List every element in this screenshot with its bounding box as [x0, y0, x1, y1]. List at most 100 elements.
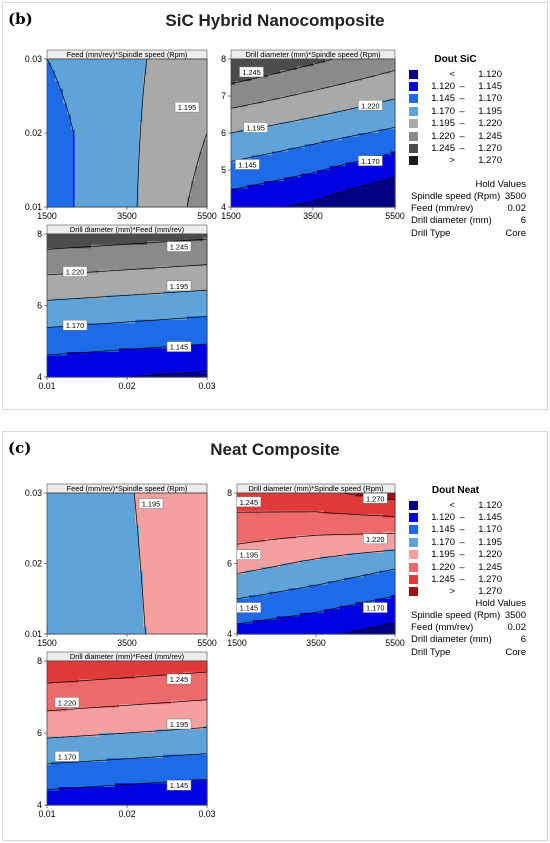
legend-range-low: 1.145 — [431, 93, 455, 105]
legend-swatch — [409, 562, 418, 572]
y-tick-label: 5 — [221, 165, 226, 175]
hold-row: Feed (mm/rev) 0.02 — [411, 203, 526, 215]
legend-range-dash — [455, 155, 469, 166]
contour-plot-feed-speed: Feed (mm/rev)*Spindle speed (Rpm) 1.195 15… — [25, 49, 217, 221]
legend-swatch — [409, 69, 418, 79]
panel-title: Neat Composite — [210, 440, 340, 459]
hold-value: Core — [505, 646, 526, 658]
contour-fill — [47, 493, 208, 635]
legend-range-high: 1.270 — [478, 574, 502, 586]
legend-range-low: 1.245 — [431, 574, 455, 586]
contour-label-box — [62, 319, 88, 331]
contour-label-box — [54, 751, 80, 762]
legend-row: >1.270 — [409, 586, 502, 598]
legend-row: 1.170– 1.195 — [409, 105, 502, 117]
y-tick-label: 6 — [221, 128, 226, 138]
legend-row: 1.220– 1.245 — [409, 561, 502, 573]
contour-label: 1.145 — [240, 604, 259, 613]
legend-range-dash: – — [459, 143, 465, 155]
contour-label: 1.195 — [246, 123, 265, 132]
contour-label: 1.245 — [240, 498, 259, 507]
hold-label: Drill diameter (mm) — [411, 215, 492, 227]
legend-range: 1.245– 1.270 — [422, 143, 502, 154]
legend-range-high: 1.270 — [478, 586, 502, 598]
plot-title: Drill diameter (mm)*Feed (mm/rev) — [70, 225, 184, 234]
contour-label: 1.195 — [170, 720, 189, 729]
hold-label: Drill diameter (mm) — [411, 634, 492, 646]
legend-row: 1.120– 1.145 — [409, 511, 502, 523]
contour-fill — [237, 493, 396, 635]
legend: Dout SiC <1.120 1.120–1.145 1.145–1.170 1.1… — [409, 54, 502, 167]
y-tick-label: 8 — [227, 488, 232, 498]
legend-range: 1.220– 1.245 — [422, 562, 502, 573]
y-tick-label: 4 — [37, 800, 42, 810]
legend-range-low: < — [449, 499, 455, 511]
legend-swatch — [409, 513, 418, 523]
x-tick-label: 5500 — [385, 211, 405, 221]
legend-range: 1.170– 1.195 — [422, 106, 502, 117]
y-tick-label: 0.01 — [25, 629, 42, 639]
hold-values-title: Hold Values — [475, 179, 526, 190]
contour-label-box — [166, 280, 192, 292]
legend-swatch — [409, 575, 418, 585]
contour-label-box — [358, 100, 383, 111]
hold-label: Feed (mm/rev) — [411, 203, 474, 215]
legend-range: 1.245– 1.270 — [422, 574, 502, 585]
legend-range-dash: – — [459, 105, 465, 117]
y-tick-label: 6 — [227, 559, 232, 569]
contour-label: 1.220 — [366, 535, 385, 544]
contour-label-box — [166, 341, 192, 352]
legend-title: Dout Neat — [431, 485, 480, 496]
contour-label: 1.145 — [170, 343, 189, 352]
legend-range: 1.145– 1.170 — [422, 93, 502, 104]
legend-range-dash: – — [459, 130, 465, 142]
panel-letter: (c) — [8, 439, 32, 457]
contour-label: 1.195 — [240, 551, 259, 560]
plot-title: Drill diameter (mm)*Spindle speed (Rpm) — [245, 50, 380, 59]
legend-range-low: 1.220 — [431, 130, 455, 142]
hold-row: Drill Type Core — [411, 228, 526, 240]
legend-range: 1.170– 1.195 — [422, 537, 502, 548]
contour-label: 1.170 — [66, 321, 85, 330]
contour-label-box — [166, 241, 192, 252]
y-tick-label: 7 — [221, 91, 226, 101]
legend-range-high: 1.270 — [478, 155, 502, 167]
contour-label-box — [236, 549, 262, 560]
contour-plot-diameter-speed: Drill diameter (mm)*Spindle speed (Rpm) 1… — [221, 49, 405, 221]
legend-swatch — [409, 500, 418, 510]
contour-label-box — [236, 496, 262, 508]
hold-values-title: Hold Values — [475, 598, 526, 609]
contour-label: 1.220 — [66, 268, 85, 277]
legend-range-dash: – — [459, 561, 465, 573]
y-tick-label: 8 — [221, 54, 226, 64]
x-tick-label: 5500 — [197, 211, 217, 221]
legend-range-dash: – — [459, 549, 465, 561]
hold-value: 0.02 — [507, 203, 527, 215]
contour-label: 1.245 — [170, 243, 189, 252]
y-tick-label: 8 — [37, 229, 42, 239]
hold-row: Drill diameter (mm) 6 — [411, 634, 526, 646]
y-tick-label: 4 — [227, 629, 232, 639]
contour-label: 1.170 — [366, 604, 385, 613]
panel-title: SiC Hybrid Nanocomposite — [165, 11, 385, 30]
x-tick-label: 0.02 — [118, 809, 135, 819]
contour-label: 1.170 — [58, 752, 77, 761]
legend-range-high: 1.270 — [478, 143, 502, 155]
y-tick-label: 0.02 — [25, 559, 42, 569]
legend-range-high: 1.220 — [478, 549, 502, 561]
legend-range: 1.195– 1.220 — [422, 549, 502, 560]
legend-range-high: 1.120 — [478, 68, 502, 80]
y-tick-label: 6 — [37, 301, 42, 311]
x-tick-label: 5500 — [385, 638, 405, 648]
x-tick-label: 3500 — [303, 211, 323, 221]
contour-label-box — [62, 266, 88, 277]
contour-label-box — [363, 602, 388, 613]
legend-range-dash: – — [459, 512, 465, 524]
contour-label-box — [166, 673, 192, 685]
contour-label-box — [166, 779, 192, 791]
x-tick-label: 0.03 — [198, 809, 215, 819]
legend-range: 1.120– 1.145 — [422, 81, 502, 92]
hold-values: Hold Values Spindle speed (Rpm) 3500 Feed … — [411, 179, 526, 240]
contour-fill — [47, 59, 208, 208]
legend-range: >1.270 — [422, 586, 502, 597]
